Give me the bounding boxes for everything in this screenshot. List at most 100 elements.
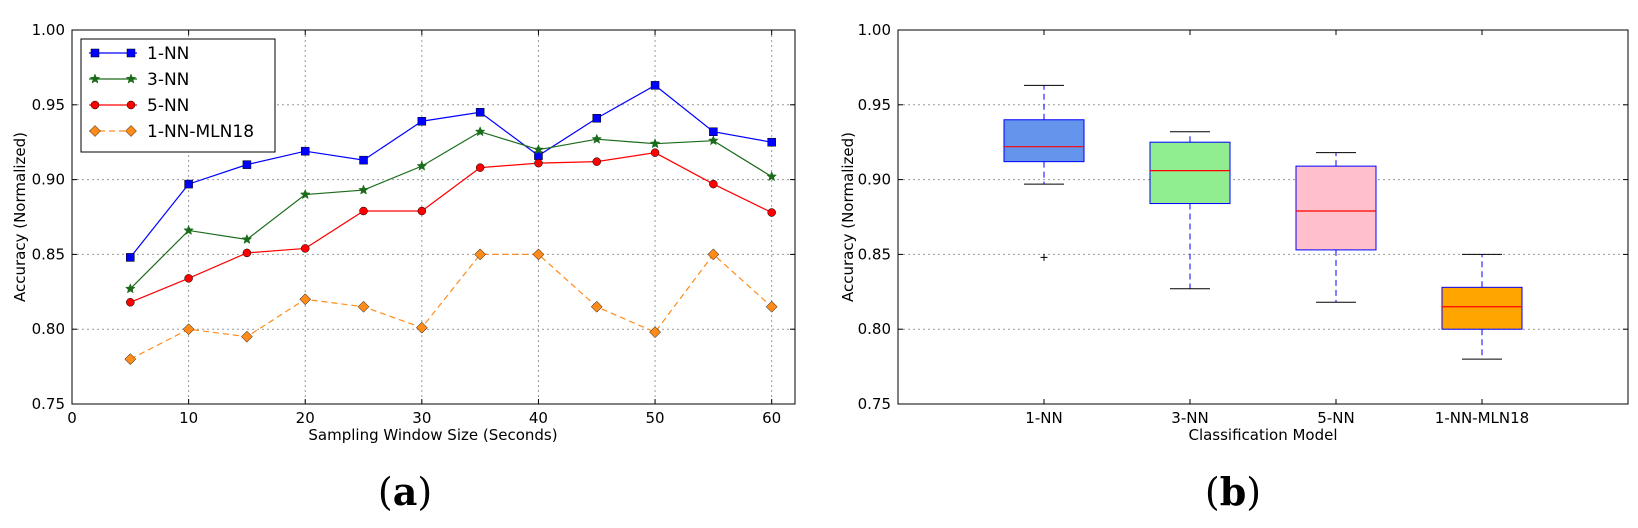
y-tick-label: 0.75: [32, 395, 65, 413]
y-tick-label: 0.95: [32, 96, 65, 114]
data-point-3-nn: [299, 188, 311, 200]
data-point-5-nn: [300, 244, 310, 253]
data-point-3-nn: [474, 126, 486, 137]
y-tick-label: 0.75: [858, 395, 891, 413]
legend-marker: [125, 125, 137, 137]
data-point-5-nn: [359, 206, 368, 216]
box-5-nn: [1295, 165, 1377, 251]
legend-label: 1-NN-MLN18: [147, 122, 254, 142]
data-point-1-nn: [592, 114, 602, 123]
y-tick-label: 0.90: [858, 171, 891, 189]
data-point-3-nn: [416, 160, 428, 171]
grid-b: [898, 104, 1628, 330]
data-point-5-nn: [534, 158, 543, 168]
data-point-1-nn: [126, 253, 135, 262]
ticks-a: 0 10 20 30 40 50 60 0.75 0.80 0.85 0.90 0.95 1.00: [32, 21, 795, 427]
data-point-1-nn: [650, 81, 660, 90]
data-point-5-nn: [126, 298, 135, 307]
data-point-1-nn: [709, 127, 718, 136]
data-point-5-nn: [184, 274, 193, 283]
data-point-1-nn-mln18: [299, 293, 312, 306]
series-line-1-nn: [129, 84, 772, 258]
panel-b-box-chart: 0.75 0.80 0.85 0.90 0.95 1.00 1-NN 3-NN 5-NN 1-NN…: [839, 21, 1629, 514]
legend-label: 5-NN: [147, 96, 189, 116]
ylabel-a: Accuracy (Normalized): [11, 132, 29, 302]
x-tick-label: 30: [412, 409, 431, 427]
data-point-1-nn-mln18: [357, 300, 370, 313]
xlabel-b: Classification Model: [1188, 426, 1337, 444]
y-tick-label: 0.80: [858, 320, 891, 338]
data-point-1-nn-mln18: [590, 300, 603, 313]
data-point-3-nn: [241, 233, 253, 245]
y-tick-label: 0.85: [32, 245, 65, 263]
box-1-nn: [1003, 119, 1085, 163]
data-point-3-nn: [649, 138, 661, 149]
data-point-1-nn-mln18: [241, 330, 253, 343]
data-point-1-nn: [417, 117, 427, 126]
data-point-1-nn-mln18: [474, 248, 486, 261]
data-point-1-nn: [242, 160, 252, 169]
data-point-1-nn-mln18: [415, 321, 428, 334]
legend-label: 3-NN: [147, 70, 189, 90]
series-lines-a: [124, 81, 778, 365]
data-point-5-nn: [242, 248, 252, 258]
legend-marker: [89, 73, 101, 84]
data-point-1-nn-mln18: [707, 248, 720, 261]
box-3-nn: [1149, 141, 1231, 205]
data-point-3-nn: [533, 144, 544, 155]
data-point-1-nn-mln18: [649, 326, 661, 339]
outlier-1-nn: [1040, 253, 1048, 261]
data-point-1-nn-mln18: [532, 248, 545, 261]
data-point-5-nn: [417, 206, 427, 216]
legend-label: 1-NN: [147, 44, 189, 64]
data-point-3-nn: [591, 133, 603, 144]
y-tick-label: 0.80: [32, 320, 65, 338]
legend-a: 1-NN 3-NN 5-NN 1-NN-MLN18: [80, 38, 276, 153]
legend-marker: [90, 100, 100, 110]
legend-marker: [90, 48, 100, 58]
xlabel-a: Sampling Window Size (Seconds): [308, 426, 557, 444]
y-tick-label: 0.90: [32, 171, 65, 189]
data-point-5-nn: [475, 163, 485, 172]
y-tick-label: 1.00: [858, 21, 891, 39]
data-point-1-nn: [767, 137, 776, 147]
data-point-1-nn: [300, 146, 310, 156]
series-line-3-nn: [129, 131, 772, 290]
data-point-3-nn: [124, 283, 136, 294]
y-tick-label: 0.95: [858, 96, 891, 114]
caption-a: (a): [378, 469, 432, 514]
data-point-1-nn-mln18: [765, 300, 778, 313]
x-tick-label: 1-NN-MLN18: [1435, 409, 1529, 427]
panel-a-line-chart: 0 10 20 30 40 50 60 0.75 0.80 0.85 0.90 0.95 1.00 1-…: [11, 21, 796, 514]
x-tick-label: 5-NN: [1317, 409, 1354, 427]
box-1-nn-mln18: [1441, 286, 1523, 330]
ticks-b: 0.75 0.80 0.85 0.90 0.95 1.00 1-NN 3-NN 5-NN 1-NN…: [858, 21, 1628, 427]
data-point-5-nn: [592, 157, 602, 166]
x-tick-label: 1-NN: [1025, 409, 1062, 427]
data-point-5-nn: [767, 208, 776, 217]
ylabel-b: Accuracy (Normalized): [839, 132, 857, 302]
legend-marker: [89, 125, 101, 137]
data-point-3-nn: [766, 170, 778, 182]
data-point-1-nn-mln18: [182, 323, 195, 336]
x-tick-label: 0: [67, 409, 77, 427]
x-tick-label: 3-NN: [1171, 409, 1208, 427]
legend-box: [80, 38, 276, 153]
plot-frame-b: [897, 29, 1629, 405]
data-point-5-nn: [650, 148, 660, 157]
caption-b: (b): [1205, 469, 1261, 514]
boxes-b: [1003, 84, 1523, 360]
y-tick-label: 1.00: [32, 21, 65, 39]
legend-marker: [125, 73, 137, 84]
data-point-3-nn: [358, 184, 369, 195]
data-point-1-nn: [184, 179, 193, 189]
x-tick-label: 60: [762, 409, 781, 427]
y-tick-label: 0.85: [858, 245, 891, 263]
x-tick-label: 50: [646, 409, 665, 427]
x-tick-label: 40: [529, 409, 548, 427]
x-tick-label: 20: [296, 409, 315, 427]
data-point-3-nn: [707, 135, 719, 146]
series-line-1-nn-mln18: [130, 253, 773, 360]
series-line-5-nn: [130, 152, 772, 303]
